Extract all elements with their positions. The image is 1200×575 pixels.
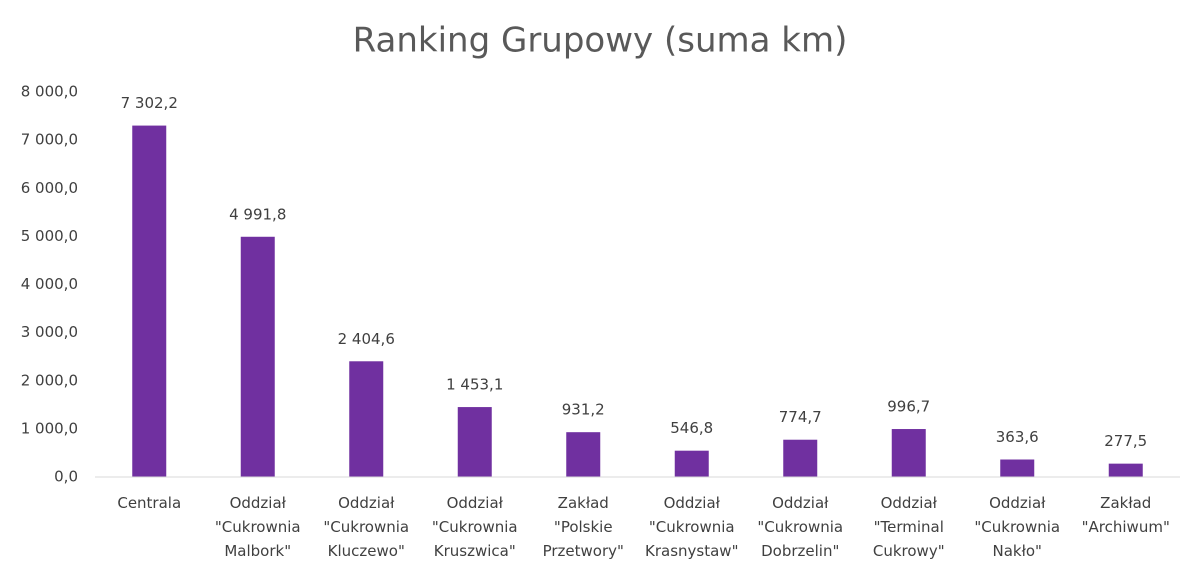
bar bbox=[457, 407, 492, 477]
bar bbox=[1108, 463, 1143, 477]
bar bbox=[674, 450, 709, 477]
data-label: 931,2 bbox=[562, 401, 605, 419]
y-tick-label: 2 000,0 bbox=[21, 371, 78, 389]
data-label: 363,6 bbox=[996, 428, 1039, 446]
chart-title: Ranking Grupowy (suma km) bbox=[353, 21, 848, 61]
y-tick-label: 4 000,0 bbox=[21, 275, 78, 293]
x-tick-label: Oddział "Cukrownia Nakło" bbox=[974, 494, 1060, 560]
x-tick-label: Oddział "Cukrownia Kruszwica" bbox=[432, 494, 518, 560]
y-tick-label: 5 000,0 bbox=[21, 227, 78, 245]
bar bbox=[1000, 459, 1035, 477]
data-label: 2 404,6 bbox=[338, 330, 395, 348]
data-label: 7 302,2 bbox=[121, 94, 178, 112]
x-tick-label: Oddział "Cukrownia Kluczewo" bbox=[323, 494, 409, 560]
y-tick-label: 7 000,0 bbox=[21, 131, 78, 149]
x-tick-label: Oddział "Cukrownia Dobrzelin" bbox=[757, 494, 843, 560]
x-tick-label: Oddział "Cukrownia Krasnystaw" bbox=[645, 494, 738, 560]
bar bbox=[349, 361, 384, 477]
bar bbox=[783, 439, 818, 477]
x-tick-label: Centrala bbox=[117, 494, 181, 512]
y-tick-label: 3 000,0 bbox=[21, 323, 78, 341]
x-tick-label: Zakład "Polskie Przetwory" bbox=[543, 494, 624, 560]
data-label: 996,7 bbox=[887, 398, 930, 416]
bar bbox=[891, 429, 926, 477]
x-tick-label: Oddział "Terminal Cukrowy" bbox=[873, 494, 945, 560]
bar bbox=[566, 432, 601, 477]
x-tick-label: Zakład "Archiwum" bbox=[1082, 494, 1170, 536]
x-tick-label: Oddział "Cukrownia Malbork" bbox=[215, 494, 301, 560]
data-label: 4 991,8 bbox=[229, 205, 286, 223]
data-label: 774,7 bbox=[779, 408, 822, 426]
y-tick-label: 1 000,0 bbox=[21, 419, 78, 437]
y-tick-label: 6 000,0 bbox=[21, 179, 78, 197]
y-tick-label: 8 000,0 bbox=[21, 83, 78, 101]
bar bbox=[240, 236, 275, 477]
data-label: 277,5 bbox=[1104, 432, 1147, 450]
y-tick-label: 0,0 bbox=[54, 468, 78, 486]
bar bbox=[132, 125, 167, 477]
data-label: 546,8 bbox=[670, 419, 713, 437]
data-label: 1 453,1 bbox=[446, 376, 503, 394]
